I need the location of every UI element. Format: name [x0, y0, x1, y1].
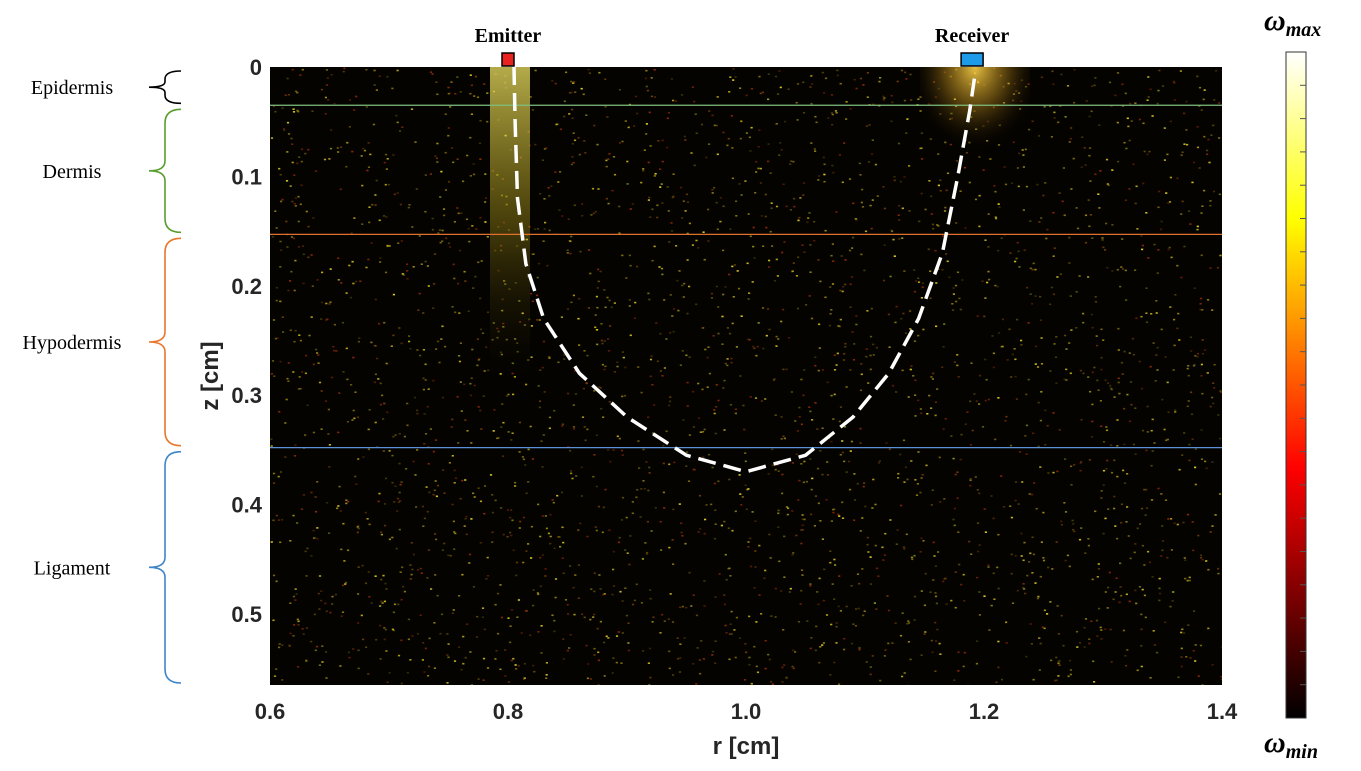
x-tick-label: 1.2 — [969, 699, 1000, 724]
y-tick-label: 0.3 — [231, 383, 262, 408]
emitter-label: Emitter — [475, 25, 542, 47]
colorbar-max-label: ωmax — [1264, 4, 1321, 41]
x-tick-labels: 0.6 0.8 1.0 1.2 1.4 — [255, 699, 1238, 724]
heatmap-speckle — [270, 67, 1222, 685]
receiver-label: Receiver — [935, 25, 1010, 47]
layer-label-epidermis: Epidermis — [31, 77, 113, 99]
y-tick-label: 0 — [250, 55, 262, 80]
emitter-marker — [501, 52, 515, 67]
x-tick-label: 1.4 — [1207, 699, 1238, 724]
brace-hypodermis — [148, 237, 182, 447]
y-tick-labels: 0 0.1 0.2 0.3 0.4 0.5 — [231, 55, 262, 627]
y-tick-label: 0.1 — [231, 164, 262, 189]
x-tick-label: 1.0 — [731, 699, 762, 724]
layer-boundaries — [270, 104, 1222, 449]
emitter-glow — [490, 67, 530, 387]
x-tick-label: 0.6 — [255, 699, 286, 724]
heatmap-background — [270, 67, 1222, 685]
x-axis-label: r [cm] — [713, 733, 780, 760]
brace-ligament — [148, 450, 182, 684]
layer-braces — [148, 70, 182, 684]
y-axis-label: z [cm] — [197, 341, 224, 410]
brace-dermis — [148, 108, 182, 234]
colorbar-min-label: ωmin — [1264, 726, 1318, 763]
receiver-marker — [960, 52, 984, 67]
y-tick-label: 0.4 — [231, 493, 262, 518]
y-tick-label: 0.2 — [231, 274, 262, 299]
brace-epidermis — [148, 70, 182, 105]
colorbar-ticks — [1300, 84, 1306, 686]
layer-labels: Epidermis Dermis Hypodermis Ligament — [23, 77, 122, 579]
receiver-glow — [920, 67, 1030, 207]
layer-label-ligament: Ligament — [34, 557, 111, 579]
layer-label-dermis: Dermis — [43, 161, 102, 183]
y-tick-label: 0.5 — [231, 602, 262, 627]
x-tick-label: 0.8 — [493, 699, 524, 724]
layer-label-hypodermis: Hypodermis — [23, 332, 122, 354]
source-detector-markers: Emitter Receiver — [475, 25, 1010, 67]
